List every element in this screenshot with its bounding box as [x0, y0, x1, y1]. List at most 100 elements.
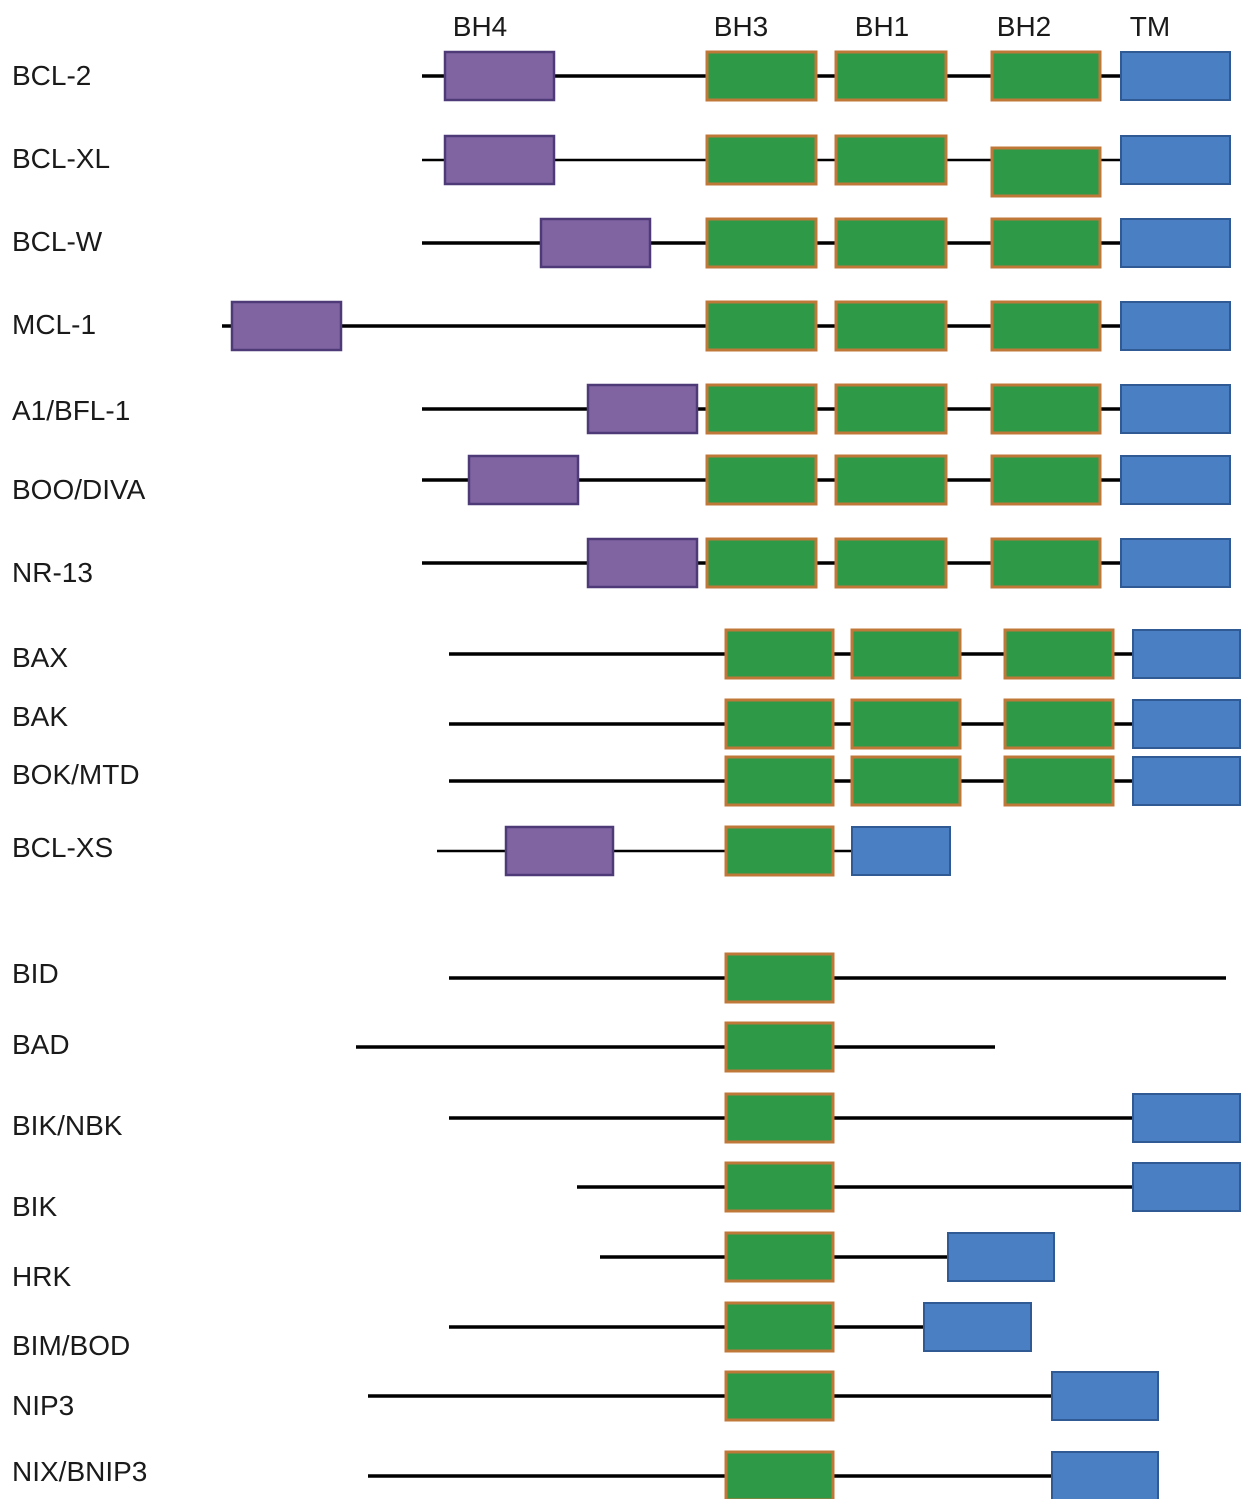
- bh1-domain-box: [834, 537, 948, 589]
- bh4-domain-box: [230, 300, 343, 352]
- protein-label: BOO/DIVA: [12, 474, 146, 505]
- header-bh2: BH2: [997, 11, 1051, 42]
- bh3-domain-box: [705, 300, 818, 352]
- bh4-domain-box: [443, 134, 556, 186]
- protein-label: BIK: [12, 1191, 57, 1222]
- bh3-domain-box: [724, 1092, 835, 1144]
- bh3-domain-box: [724, 698, 835, 750]
- tm-domain-box: [1051, 1371, 1159, 1421]
- protein-label: NIX/BNIP3: [12, 1456, 147, 1487]
- protein-row-bcl-xl: BCL-XL: [12, 134, 1231, 198]
- tm-domain-box: [1120, 51, 1231, 101]
- bh2-domain-box: [990, 50, 1102, 102]
- bh2-domain-box: [1003, 628, 1115, 680]
- protein-row-hrk: HRK: [12, 1231, 1055, 1292]
- tm-domain-box: [947, 1232, 1055, 1282]
- protein-label: BCL-XS: [12, 832, 113, 863]
- protein-row-boo-diva: BOO/DIVA: [12, 454, 1231, 506]
- bh2-domain-box: [1003, 698, 1115, 750]
- bh3-domain-box: [724, 952, 835, 1004]
- protein-label: BAK: [12, 701, 68, 732]
- bh4-domain-box: [504, 825, 615, 877]
- bh2-domain-box: [1003, 755, 1115, 807]
- protein-label: A1/BFL-1: [12, 395, 130, 426]
- protein-label: BCL-XL: [12, 143, 110, 174]
- bh4-domain-box: [586, 537, 699, 589]
- bh4-domain-box: [467, 454, 580, 506]
- tm-domain-box: [923, 1302, 1032, 1352]
- protein-label: BCL-2: [12, 60, 91, 91]
- header-bh4: BH4: [453, 11, 507, 42]
- bh4-domain-box: [539, 217, 652, 269]
- tm-domain-box: [1132, 1093, 1241, 1143]
- bh1-domain-box: [834, 134, 948, 186]
- protein-row-bik-nbk: BIK/NBK: [12, 1092, 1241, 1144]
- bh3-domain-box: [705, 50, 818, 102]
- protein-label: BCL-W: [12, 226, 103, 257]
- protein-label: NR-13: [12, 557, 93, 588]
- protein-label: BAD: [12, 1029, 70, 1060]
- protein-row-bim-bod: BIM/BOD: [12, 1301, 1032, 1361]
- protein-rows: BCL-2 BCL-XL BCL-W MCL-1 A1/BFL-1 BOO/DIVA NR-…: [12, 50, 1241, 1499]
- protein-row-bcl-2: BCL-2: [12, 50, 1231, 102]
- bh2-domain-box: [990, 454, 1102, 506]
- protein-label: BIK/NBK: [12, 1110, 123, 1141]
- tm-domain-box: [1120, 218, 1231, 268]
- tm-domain-box: [1120, 135, 1231, 185]
- tm-domain-box: [851, 826, 951, 876]
- bh4-domain-box: [443, 50, 556, 102]
- bh1-domain-box: [850, 628, 962, 680]
- bh3-domain-box: [705, 454, 818, 506]
- protein-row-bax: BAX: [12, 628, 1241, 680]
- bh3-domain-box: [724, 1021, 835, 1073]
- protein-row-bok-mtd: BOK/MTD: [12, 755, 1241, 807]
- tm-domain-box: [1132, 699, 1241, 749]
- tm-domain-box: [1132, 1162, 1241, 1212]
- protein-row-bcl-w: BCL-W: [12, 217, 1231, 269]
- bh4-domain-box: [586, 383, 699, 435]
- domain-headers: BH4 BH3 BH1 BH2 TM: [453, 11, 1170, 42]
- protein-row-bak: BAK: [12, 698, 1241, 750]
- protein-row-a1-bfl-1: A1/BFL-1: [12, 383, 1231, 435]
- tm-domain-box: [1120, 384, 1231, 434]
- bh2-domain-box: [990, 537, 1102, 589]
- protein-label: HRK: [12, 1261, 71, 1292]
- protein-row-nr-13: NR-13: [12, 537, 1231, 589]
- protein-label: BID: [12, 958, 59, 989]
- bh3-domain-box: [724, 1450, 835, 1499]
- bh3-domain-box: [724, 1301, 835, 1353]
- bh3-domain-box: [705, 537, 818, 589]
- bh2-domain-box: [990, 217, 1102, 269]
- bh3-domain-box: [724, 825, 835, 877]
- bh1-domain-box: [834, 383, 948, 435]
- bh1-domain-box: [850, 698, 962, 750]
- protein-row-bcl-xs: BCL-XS: [12, 825, 951, 877]
- protein-row-nip3: NIP3: [12, 1370, 1159, 1422]
- protein-label: MCL-1: [12, 309, 96, 340]
- bh3-domain-box: [705, 134, 818, 186]
- protein-row-bid: BID: [12, 952, 1226, 1004]
- bh3-domain-box: [705, 383, 818, 435]
- protein-row-bik: BIK: [12, 1161, 1241, 1222]
- header-bh1: BH1: [855, 11, 909, 42]
- bh3-domain-box: [724, 1231, 835, 1283]
- tm-domain-box: [1120, 538, 1231, 588]
- bh3-domain-box: [724, 1161, 835, 1213]
- bh1-domain-box: [834, 300, 948, 352]
- tm-domain-box: [1051, 1451, 1159, 1499]
- bh3-domain-box: [724, 628, 835, 680]
- bh3-domain-box: [705, 217, 818, 269]
- protein-row-nix-bnip3: NIX/BNIP3: [12, 1450, 1159, 1499]
- bh1-domain-box: [834, 454, 948, 506]
- bh2-domain-box: [990, 383, 1102, 435]
- protein-label: BOK/MTD: [12, 759, 140, 790]
- bh1-domain-box: [850, 755, 962, 807]
- tm-domain-box: [1132, 629, 1241, 679]
- bh2-domain-box: [990, 146, 1102, 198]
- bh3-domain-box: [724, 1370, 835, 1422]
- tm-domain-box: [1132, 756, 1241, 806]
- header-bh3: BH3: [714, 11, 768, 42]
- bh2-domain-box: [990, 300, 1102, 352]
